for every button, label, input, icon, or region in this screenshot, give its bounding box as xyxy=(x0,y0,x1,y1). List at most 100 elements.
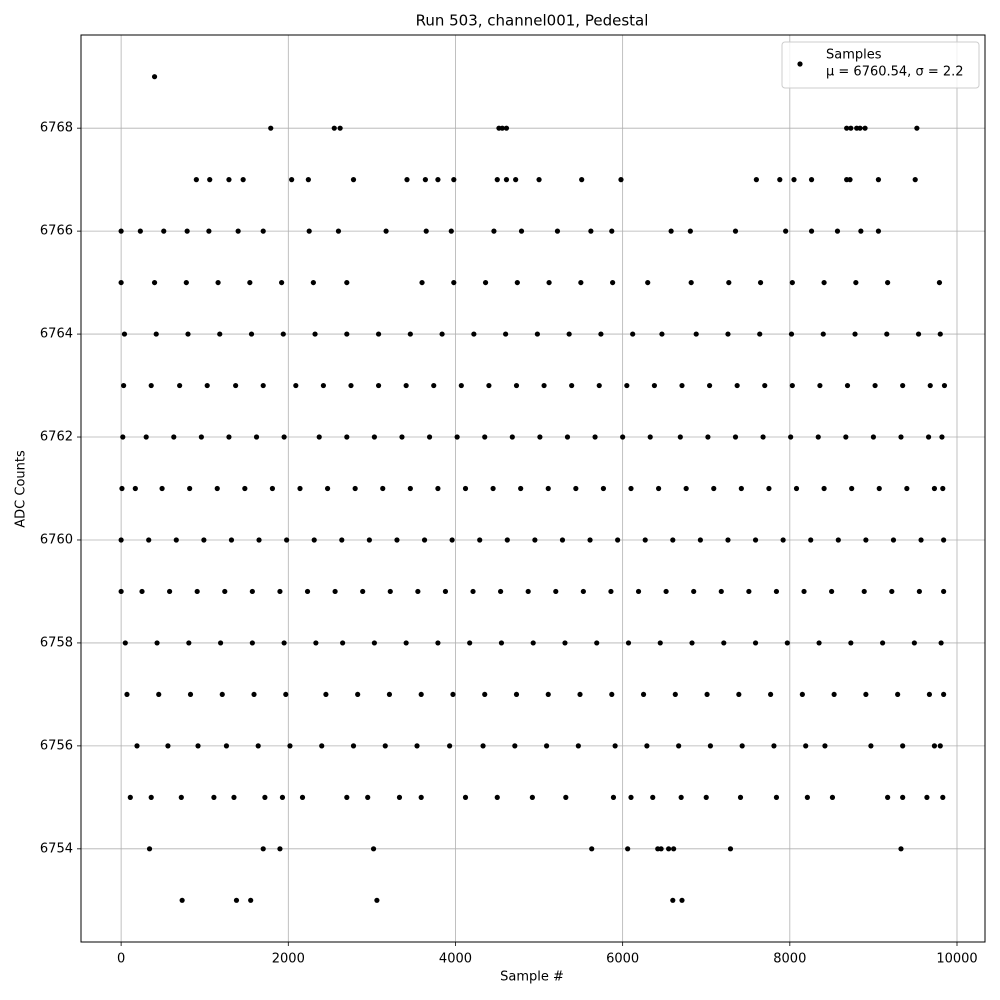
point xyxy=(691,588,697,595)
point xyxy=(738,485,744,492)
point xyxy=(370,846,377,852)
point xyxy=(737,794,744,800)
point xyxy=(679,382,685,389)
point xyxy=(173,537,179,543)
point xyxy=(537,434,543,440)
point xyxy=(566,331,572,337)
point xyxy=(119,485,125,492)
point xyxy=(937,331,943,337)
point xyxy=(904,485,910,492)
point xyxy=(834,228,841,234)
point xyxy=(186,640,192,646)
point xyxy=(868,743,874,749)
point xyxy=(884,331,890,337)
point xyxy=(711,485,717,492)
point xyxy=(732,434,739,440)
point xyxy=(815,434,821,440)
point xyxy=(938,640,944,646)
point xyxy=(844,125,850,131)
point xyxy=(462,794,469,800)
point xyxy=(926,691,933,698)
point xyxy=(118,537,124,543)
point xyxy=(642,537,648,543)
point xyxy=(799,691,805,698)
point xyxy=(482,434,488,440)
point xyxy=(198,434,204,440)
point xyxy=(780,537,786,543)
point xyxy=(931,485,938,492)
point xyxy=(608,588,614,595)
point xyxy=(677,434,683,440)
point xyxy=(808,537,814,543)
y-tick-label: 6764 xyxy=(40,327,73,342)
point xyxy=(380,485,386,492)
point xyxy=(676,743,682,749)
point xyxy=(337,125,343,131)
point xyxy=(808,228,815,234)
point xyxy=(187,691,194,698)
point xyxy=(319,743,325,749)
point xyxy=(503,125,510,131)
point xyxy=(513,177,519,183)
grid xyxy=(81,35,985,942)
point xyxy=(480,743,486,749)
point xyxy=(777,177,783,183)
point xyxy=(154,640,160,646)
point xyxy=(513,691,520,698)
point xyxy=(193,177,199,183)
point xyxy=(615,537,621,543)
point xyxy=(788,331,795,337)
point xyxy=(249,640,255,646)
point xyxy=(498,640,505,646)
y-tick-label: 6756 xyxy=(40,738,73,753)
point xyxy=(490,485,496,492)
x-axis-label: Sample # xyxy=(500,970,564,985)
point xyxy=(161,228,167,234)
y-tick-label: 6758 xyxy=(40,635,73,650)
point xyxy=(335,228,342,234)
point xyxy=(518,485,524,492)
point xyxy=(279,794,286,800)
point xyxy=(251,691,257,698)
point xyxy=(650,794,656,800)
point xyxy=(936,279,943,286)
point xyxy=(801,588,807,595)
point xyxy=(658,846,664,852)
point xyxy=(418,691,424,698)
x-tick-label: 0 xyxy=(117,952,125,967)
point xyxy=(122,640,128,646)
point xyxy=(148,382,154,389)
x-tick-label: 4000 xyxy=(439,952,472,967)
point xyxy=(247,279,253,286)
point xyxy=(789,382,795,389)
point xyxy=(734,382,740,389)
point xyxy=(687,228,693,234)
point xyxy=(773,794,780,800)
point xyxy=(644,743,650,749)
point xyxy=(366,537,372,543)
point xyxy=(635,588,642,595)
point xyxy=(355,691,361,698)
point xyxy=(435,640,441,646)
point xyxy=(312,331,318,337)
point xyxy=(746,588,752,595)
point xyxy=(525,588,531,595)
point xyxy=(458,382,464,389)
point xyxy=(383,228,389,234)
point xyxy=(299,794,306,800)
point xyxy=(504,537,510,543)
point xyxy=(757,279,764,286)
point xyxy=(670,537,676,543)
point xyxy=(788,434,794,440)
point xyxy=(418,794,424,800)
point xyxy=(248,331,255,337)
point xyxy=(853,279,859,286)
y-tick-label: 6762 xyxy=(40,430,73,445)
point xyxy=(206,228,212,234)
point xyxy=(454,434,460,440)
point xyxy=(620,434,626,440)
point xyxy=(371,640,377,646)
point xyxy=(435,177,441,183)
point xyxy=(256,537,262,543)
point xyxy=(118,228,124,234)
